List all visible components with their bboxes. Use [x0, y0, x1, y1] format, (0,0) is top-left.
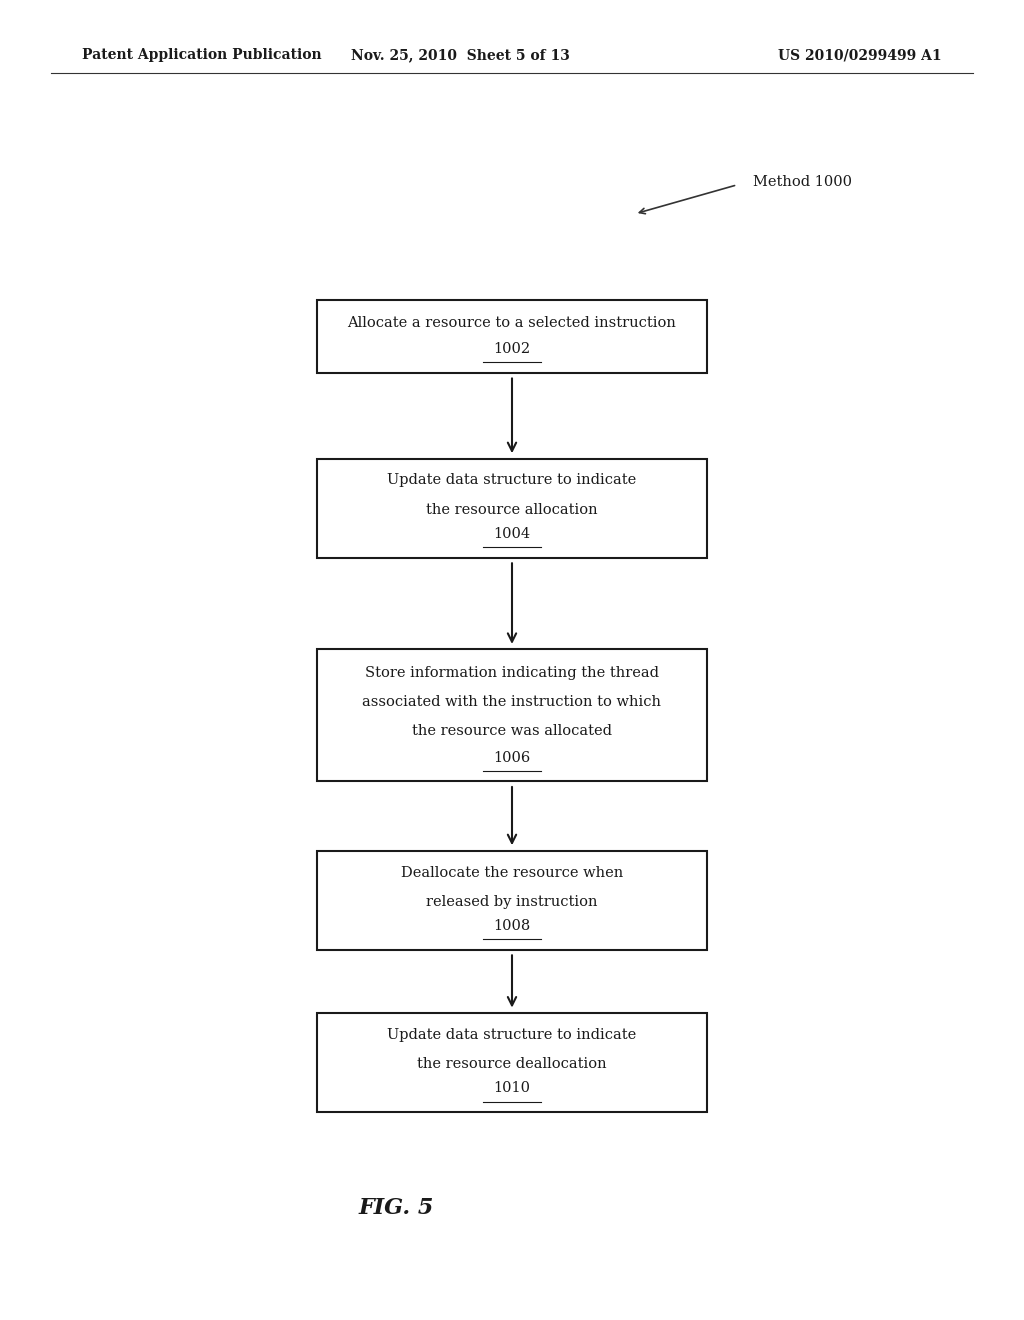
- Bar: [317, 1014, 707, 1111]
- Bar: [317, 300, 707, 372]
- Text: 1002: 1002: [494, 342, 530, 356]
- Text: Method 1000: Method 1000: [753, 176, 852, 189]
- Text: Update data structure to indicate: Update data structure to indicate: [387, 1028, 637, 1041]
- Text: Store information indicating the thread: Store information indicating the thread: [365, 667, 659, 680]
- Text: the resource allocation: the resource allocation: [426, 503, 598, 516]
- Bar: [317, 459, 707, 557]
- Text: 1004: 1004: [494, 527, 530, 541]
- Text: Allocate a resource to a selected instruction: Allocate a resource to a selected instru…: [347, 317, 677, 330]
- Bar: [317, 649, 707, 781]
- Text: the resource was allocated: the resource was allocated: [412, 725, 612, 738]
- Text: Patent Application Publication: Patent Application Publication: [82, 49, 322, 62]
- Text: released by instruction: released by instruction: [426, 895, 598, 908]
- Text: Deallocate the resource when: Deallocate the resource when: [400, 866, 624, 879]
- Text: US 2010/0299499 A1: US 2010/0299499 A1: [778, 49, 942, 62]
- Text: 1010: 1010: [494, 1081, 530, 1096]
- Bar: [317, 850, 707, 950]
- Text: FIG. 5: FIG. 5: [358, 1197, 434, 1218]
- Text: 1006: 1006: [494, 751, 530, 764]
- Text: Nov. 25, 2010  Sheet 5 of 13: Nov. 25, 2010 Sheet 5 of 13: [351, 49, 570, 62]
- Text: 1008: 1008: [494, 919, 530, 933]
- Text: associated with the instruction to which: associated with the instruction to which: [362, 696, 662, 709]
- Text: the resource deallocation: the resource deallocation: [417, 1057, 607, 1071]
- Text: Update data structure to indicate: Update data structure to indicate: [387, 474, 637, 487]
